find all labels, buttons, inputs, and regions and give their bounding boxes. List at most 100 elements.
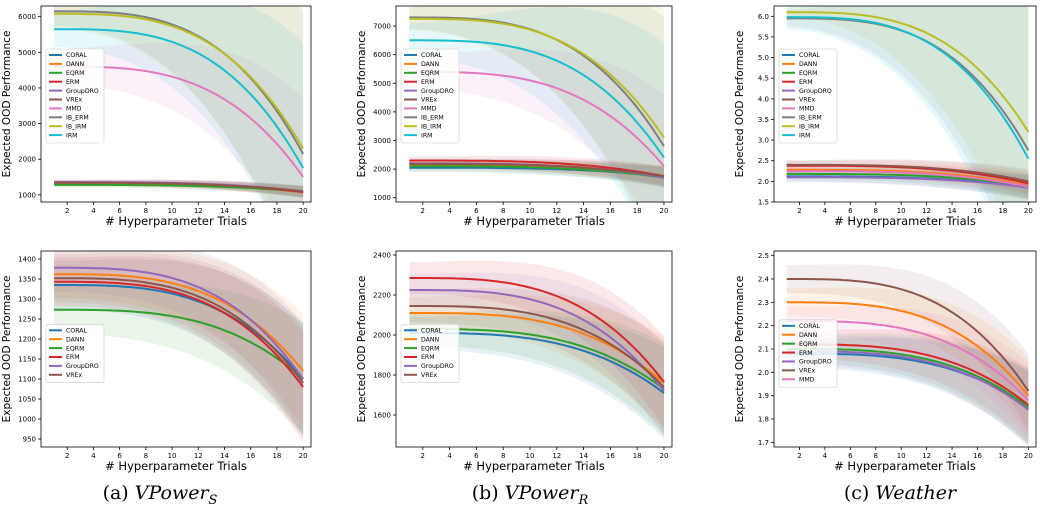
line-ERM — [54, 280, 304, 388]
x-tick-label: 6 — [117, 207, 122, 215]
y-tick-label: 950 — [23, 436, 36, 444]
caption-b-sub: R — [578, 492, 589, 508]
plot-area — [409, 6, 665, 202]
x-tick-label: 12 — [922, 452, 931, 460]
line-VREx — [54, 181, 304, 193]
legend-label-EQRM: EQRM — [66, 345, 84, 352]
line-DANN — [786, 168, 1029, 187]
band-DANN — [54, 251, 304, 427]
legend: CORAL DANN EQRM ERM GroupDRO VREx MMD IB_ERMIB_… — [45, 48, 105, 144]
legend: CORAL DANN EQRM ERM GroupDRO VREx MMD IB_ERMIB_… — [400, 48, 460, 144]
x-tick-label: 20 — [1024, 452, 1033, 460]
band-GroupDRO — [54, 251, 304, 435]
x-tick-label: 16 — [973, 207, 982, 215]
x-tick-label: 8 — [874, 452, 878, 460]
legend-label-IB_ERM: IB_ERM — [421, 115, 444, 122]
x-tick-label: 12 — [194, 207, 203, 215]
y-tick-label: 1.9 — [758, 392, 769, 400]
y-tick-label: 6.0 — [758, 13, 769, 21]
x-tick-label: 4 — [823, 207, 828, 215]
band-VREx — [786, 264, 1029, 429]
legend-label-DANN: DANN — [421, 61, 440, 68]
x-tick-label: 4 — [823, 452, 828, 460]
y-tick-label: 2000 — [18, 156, 36, 164]
band-IB_IRM — [786, 6, 1029, 202]
y-tick-label: 1250 — [18, 316, 36, 324]
y-tick-label: 1000 — [373, 194, 391, 202]
x-axis-label: # Hyperparameter Trials — [463, 459, 605, 473]
line-GroupDRO — [409, 289, 665, 392]
chart-panel-3: 2 4 6 8 10 12 14 16 18 20 1.5 2.0 2.5 3.0 3.5 4.0 4.5 5.0… — [734, 5, 1037, 228]
y-tick-label: 1350 — [18, 276, 36, 284]
line-IRM — [409, 39, 665, 159]
band-IB_ERM — [409, 6, 664, 202]
x-tick-label: 12 — [552, 207, 561, 215]
legend-label-VREx: VREx — [421, 97, 437, 104]
y-axis-label: Expected OOD Performance — [356, 276, 368, 423]
y-tick-label: 2000 — [373, 332, 391, 340]
y-tick-label: 2.5 — [758, 252, 769, 260]
band-ERM — [786, 328, 1029, 443]
y-tick-label: 2400 — [373, 252, 391, 260]
y-tick-label: 6000 — [373, 51, 391, 59]
legend-label-ERM: ERM — [66, 79, 80, 86]
x-tick-label: 20 — [660, 452, 669, 460]
figure-grid: 2 4 6 8 10 12 14 16 18 20 1000 2000 3000 4000 5000 6000… — [1, 5, 1037, 473]
x-axis-label: # Hyperparameter Trials — [105, 214, 247, 228]
band-GroupDRO — [786, 335, 1029, 447]
plot-area — [54, 6, 304, 202]
x-tick-label: 4 — [447, 207, 452, 215]
x-tick-label: 16 — [973, 452, 982, 460]
legend-label-ERM: ERM — [66, 354, 80, 361]
y-axis-label: Expected OOD Performance — [1, 276, 13, 423]
y-tick-label: 1300 — [18, 296, 36, 304]
x-tick-label: 14 — [948, 452, 957, 460]
y-tick-label: 3000 — [373, 137, 391, 145]
legend-label-IB_IRM: IB_IRM — [799, 123, 820, 130]
legend-label-CORAL: CORAL — [421, 52, 442, 59]
x-tick-label: 8 — [144, 452, 148, 460]
line-IB_ERM — [54, 10, 304, 155]
y-tick-label: 1200 — [18, 336, 36, 344]
legend-label-IB_IRM: IB_IRM — [66, 123, 87, 130]
x-tick-label: 20 — [1024, 207, 1033, 215]
legend-label-GroupDRO: GroupDRO — [421, 363, 454, 370]
line-IB_IRM — [786, 11, 1030, 133]
legend-label-GroupDRO: GroupDRO — [421, 88, 454, 95]
legend-label-EQRM: EQRM — [421, 345, 439, 352]
band-IRM — [786, 6, 1029, 202]
chart-panel-4: 2 4 6 8 10 12 14 16 18 20 950 1000 1050 1100 1150 1200 1… — [1, 250, 312, 473]
band-IB_ERM — [786, 6, 1029, 202]
y-tick-label: 1.7 — [758, 439, 769, 447]
line-VREx — [54, 277, 304, 384]
axes-frame — [395, 5, 673, 203]
caption-a: (a) VPowerS — [30, 482, 290, 508]
y-tick-label: 4.0 — [758, 95, 769, 103]
legend-label-VREx: VREx — [799, 368, 815, 375]
x-tick-label: 8 — [501, 207, 505, 215]
y-tick-label: 3.0 — [758, 137, 769, 145]
legend-label-CORAL: CORAL — [66, 328, 87, 335]
legend-label-MMD: MMD — [799, 106, 815, 113]
x-tick-label: 8 — [144, 207, 148, 215]
x-tick-label: 6 — [848, 452, 853, 460]
legend-label-CORAL: CORAL — [799, 323, 820, 330]
x-tick-label: 12 — [194, 452, 203, 460]
axes-frame — [395, 250, 673, 448]
band-ERM — [54, 256, 304, 443]
x-tick-label: 6 — [117, 452, 122, 460]
caption-b-label: (b) — [471, 482, 499, 504]
legend-label-DANN: DANN — [66, 336, 85, 343]
legend-label-ERM: ERM — [799, 350, 813, 357]
legend-label-EQRM: EQRM — [421, 70, 439, 77]
legend-label-ERM: ERM — [421, 79, 435, 86]
caption-a-sub: S — [208, 492, 218, 508]
y-tick-label: 1050 — [18, 396, 36, 404]
y-tick-label: 7000 — [373, 23, 391, 31]
line-DANN — [786, 301, 1030, 397]
x-tick-label: 2 — [421, 207, 425, 215]
y-tick-label: 6000 — [18, 13, 36, 21]
x-tick-label: 12 — [552, 452, 561, 460]
y-tick-label: 1000 — [18, 416, 36, 424]
caption-c-label: (c) — [843, 482, 870, 504]
